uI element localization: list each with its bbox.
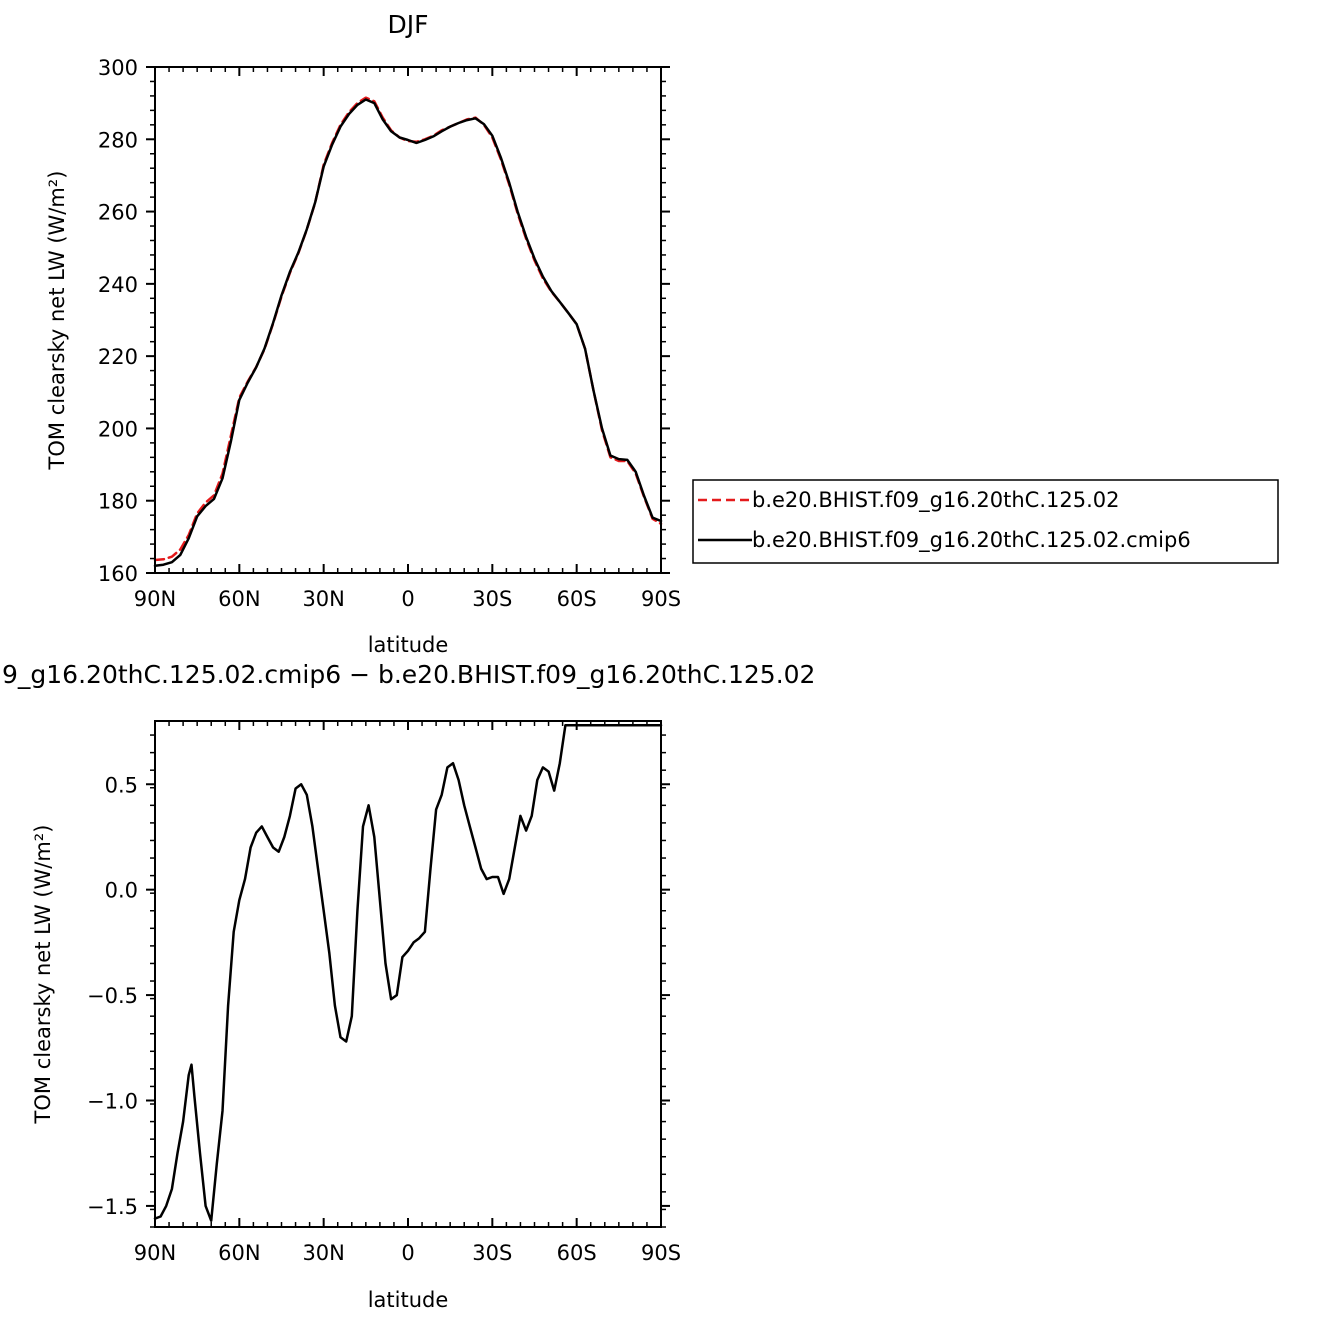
top-chart-panel: DJF 90N 60N 30N 0 30S 60S 90S 160 180 200 220 240 26… (45, 10, 1279, 657)
top-y-tick-label: 260 (98, 201, 138, 225)
bottom-x-tick-label: 30N (302, 1241, 344, 1265)
bottom-y-tick-label: −1.0 (87, 1090, 138, 1114)
top-x-tick-label: 90S (641, 587, 681, 611)
top-chart-series-layer (153, 96, 663, 568)
top-series-line-2 (153, 98, 663, 568)
top-y-tick-label: 180 (98, 490, 138, 514)
top-y-tick-label: 280 (98, 128, 138, 152)
bottom-x-tick-label: 90N (134, 1241, 176, 1265)
bottom-x-tick-label: 90S (641, 1241, 681, 1265)
bottom-y-tick-label: 0.0 (105, 879, 138, 903)
bottom-chart-ticks: 90N 60N 30N 0 30S 60S 90S −1.5 −1.0 −0.5 0.0 0.5 (87, 721, 681, 1265)
bottom-chart-panel: 9_g16.20thC.125.02.cmip6 − b.e20.BHIST.f… (2, 660, 815, 1312)
top-x-tick-label: 90N (134, 587, 176, 611)
bottom-chart-x-axis-label: latitude (368, 1288, 449, 1312)
top-x-tick-label: 60N (218, 587, 260, 611)
bottom-x-tick-label: 60N (218, 1241, 260, 1265)
bottom-x-tick-label: 30S (472, 1241, 512, 1265)
top-chart-y-axis-label: TOM clearsky net LW (W/m²) (45, 171, 69, 471)
bottom-chart-title: 9_g16.20thC.125.02.cmip6 − b.e20.BHIST.f… (2, 660, 815, 689)
top-x-tick-label: 60S (557, 587, 597, 611)
top-y-tick-label: 160 (98, 562, 138, 586)
top-y-tick-label: 240 (98, 273, 138, 297)
legend-label-series-1: b.e20.BHIST.f09_g16.20thC.125.02 (752, 488, 1119, 513)
bottom-y-tick-label: −1.5 (87, 1195, 138, 1219)
top-chart-title: DJF (387, 10, 428, 39)
bottom-x-tick-label: 0 (401, 1241, 414, 1265)
bottom-y-tick-label: 0.5 (105, 773, 138, 797)
bottom-x-tick-label: 60S (557, 1241, 597, 1265)
legend-box (692, 479, 1279, 564)
top-chart-ticks: 90N 60N 30N 0 30S 60S 90S 160 180 200 220 240 260 280… (98, 56, 681, 611)
top-chart-frame (154, 66, 662, 574)
top-chart-legend: b.e20.BHIST.f09_g16.20thC.125.02 b.e20.B… (692, 479, 1279, 564)
top-series-line-1 (153, 96, 663, 562)
bottom-y-tick-label: −0.5 (87, 984, 138, 1008)
bottom-chart-series-layer (153, 723, 663, 1222)
legend-label-series-2: b.e20.BHIST.f09_g16.20thC.125.02.cmip6 (752, 528, 1191, 553)
bottom-series-line-1 (153, 723, 663, 1222)
top-y-tick-label: 300 (98, 56, 138, 80)
top-x-tick-label: 30S (472, 587, 512, 611)
top-chart-x-axis-label: latitude (368, 633, 449, 657)
bottom-chart-y-axis-label: TOM clearsky net LW (W/m²) (31, 825, 55, 1125)
top-x-tick-label: 0 (401, 587, 414, 611)
top-y-tick-label: 220 (98, 345, 138, 369)
top-x-tick-label: 30N (302, 587, 344, 611)
top-y-tick-label: 200 (98, 417, 138, 441)
